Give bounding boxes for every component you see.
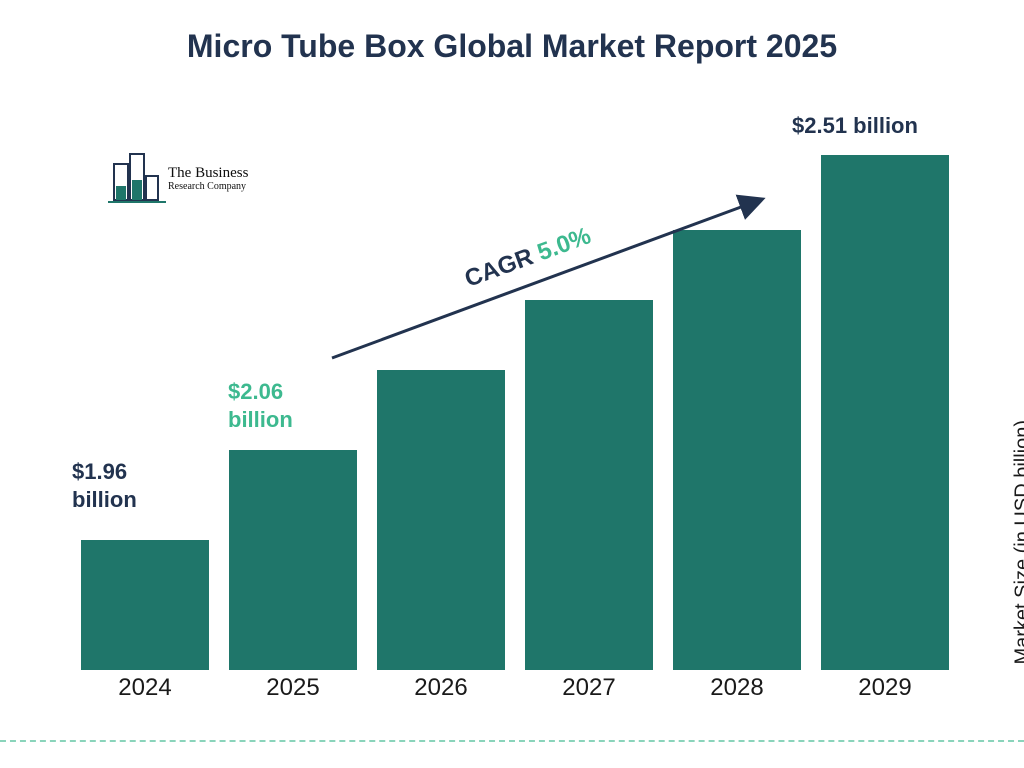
value-label-2024: $1.96 billion	[72, 458, 137, 513]
vl-line2: billion	[72, 487, 137, 512]
x-label: 2026	[376, 674, 506, 702]
x-label: 2024	[80, 674, 210, 702]
bar	[377, 370, 505, 670]
vl-line2: billion	[228, 407, 293, 432]
bar-2029	[820, 150, 950, 670]
y-axis-label: Market Size (in USD billion)	[1012, 420, 1024, 665]
x-label: 2027	[524, 674, 654, 702]
vl-line1: $2.06	[228, 379, 283, 404]
vl-line1: $2.51 billion	[792, 113, 918, 138]
bar	[525, 300, 653, 670]
bar	[673, 230, 801, 670]
bar-container	[80, 150, 950, 670]
value-label-2025: $2.06 billion	[228, 378, 293, 433]
bottom-divider	[0, 740, 1024, 742]
x-axis-labels: 2024 2025 2026 2027 2028 2029	[80, 674, 950, 702]
bar-2026	[376, 150, 506, 670]
bar	[229, 450, 357, 670]
bar-2028	[672, 150, 802, 670]
bar	[821, 155, 949, 670]
x-label: 2025	[228, 674, 358, 702]
vl-line1: $1.96	[72, 459, 127, 484]
bar	[81, 540, 209, 670]
bar-2027	[524, 150, 654, 670]
x-label: 2029	[820, 674, 950, 702]
x-label: 2028	[672, 674, 802, 702]
chart-area	[80, 150, 950, 670]
bar-2024	[80, 150, 210, 670]
chart-title: Micro Tube Box Global Market Report 2025	[0, 28, 1024, 65]
value-label-2029: $2.51 billion	[792, 112, 918, 140]
